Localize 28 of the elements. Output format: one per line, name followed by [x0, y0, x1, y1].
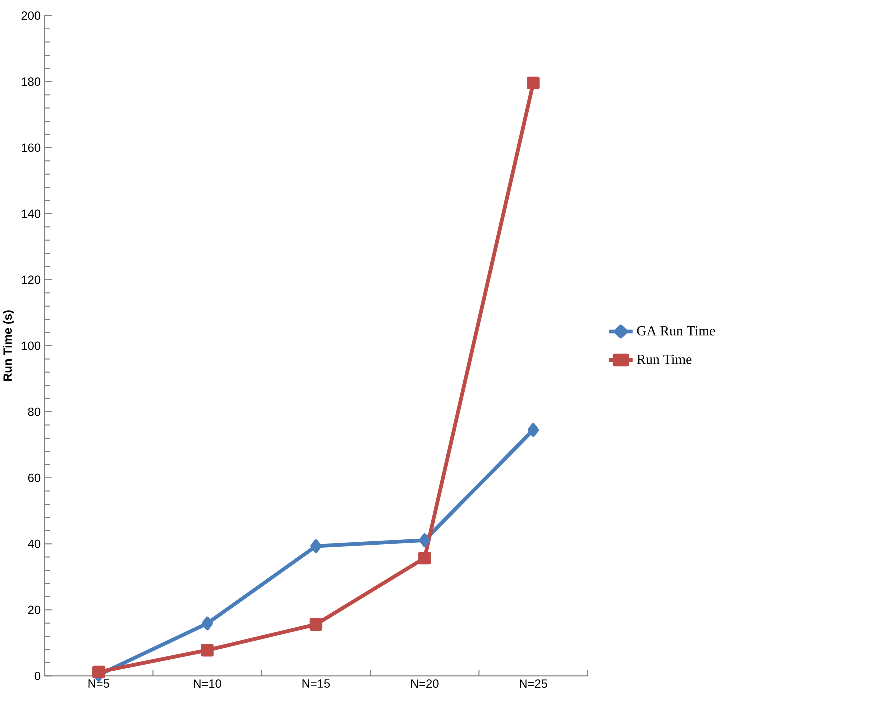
y-tick-label: 60 [28, 474, 41, 482]
point [419, 534, 430, 548]
point [527, 76, 540, 90]
x-tick-label: N=25 [520, 680, 548, 688]
point [310, 540, 322, 554]
point [202, 616, 214, 631]
point [528, 423, 540, 438]
y-tick-label: 40 [28, 540, 41, 548]
legend-label: GA Run Time [637, 326, 716, 336]
y-tick-label: 120 [22, 276, 41, 284]
y-tick-label: 20 [28, 606, 41, 614]
y-tick-label: 80 [28, 408, 41, 416]
y-axis-title: Run Time (s) [3, 310, 14, 382]
y-tick-label: 140 [22, 210, 41, 218]
legend-label: Run Time [637, 355, 692, 364]
y-tick-label: 0 [34, 672, 41, 680]
point [92, 666, 106, 679]
point [310, 618, 323, 632]
x-tick-label: N=5 [88, 680, 110, 688]
y-tick-label: 100 [22, 342, 41, 350]
point [418, 552, 432, 565]
x-tick-label: N=15 [302, 680, 330, 688]
y-tick-label: 200 [22, 12, 41, 20]
x-tick-label: N=20 [411, 680, 439, 688]
point [201, 644, 214, 657]
x-tick-label: N=10 [194, 680, 222, 688]
y-tick-label: 180 [22, 78, 41, 86]
y-tick-label: 160 [22, 144, 41, 152]
